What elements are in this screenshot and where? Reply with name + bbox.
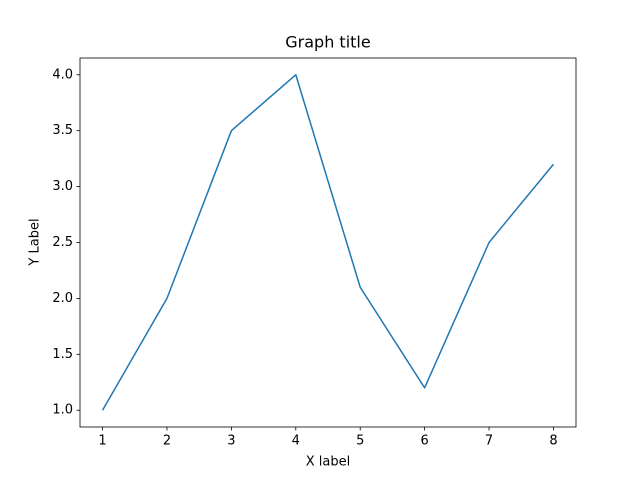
data-line bbox=[101, 74, 555, 411]
axes-frame bbox=[79, 57, 577, 428]
y-tick-label: 1.5 bbox=[52, 347, 73, 362]
x-tick-label: 3 bbox=[227, 434, 235, 449]
x-axis-label: X label bbox=[306, 455, 350, 470]
y-tick-label: 1.0 bbox=[52, 403, 73, 418]
y-tick-label: 4.0 bbox=[52, 67, 73, 82]
x-tick-label: 5 bbox=[356, 434, 364, 449]
x-tick-label: 2 bbox=[163, 434, 171, 449]
x-tick-label: 8 bbox=[549, 434, 557, 449]
chart-title: Graph title bbox=[285, 33, 370, 52]
y-tick-label: 2.5 bbox=[52, 235, 73, 250]
y-axis-label: Y Label bbox=[28, 218, 43, 266]
x-tick-label: 4 bbox=[292, 434, 300, 449]
x-tick-label: 6 bbox=[420, 434, 428, 449]
y-tick-label: 3.5 bbox=[52, 123, 73, 138]
x-tick-label: 7 bbox=[485, 434, 493, 449]
x-tick-label: 1 bbox=[98, 434, 106, 449]
y-tick-label: 2.0 bbox=[52, 291, 73, 306]
y-tick-label: 3.0 bbox=[52, 179, 73, 194]
